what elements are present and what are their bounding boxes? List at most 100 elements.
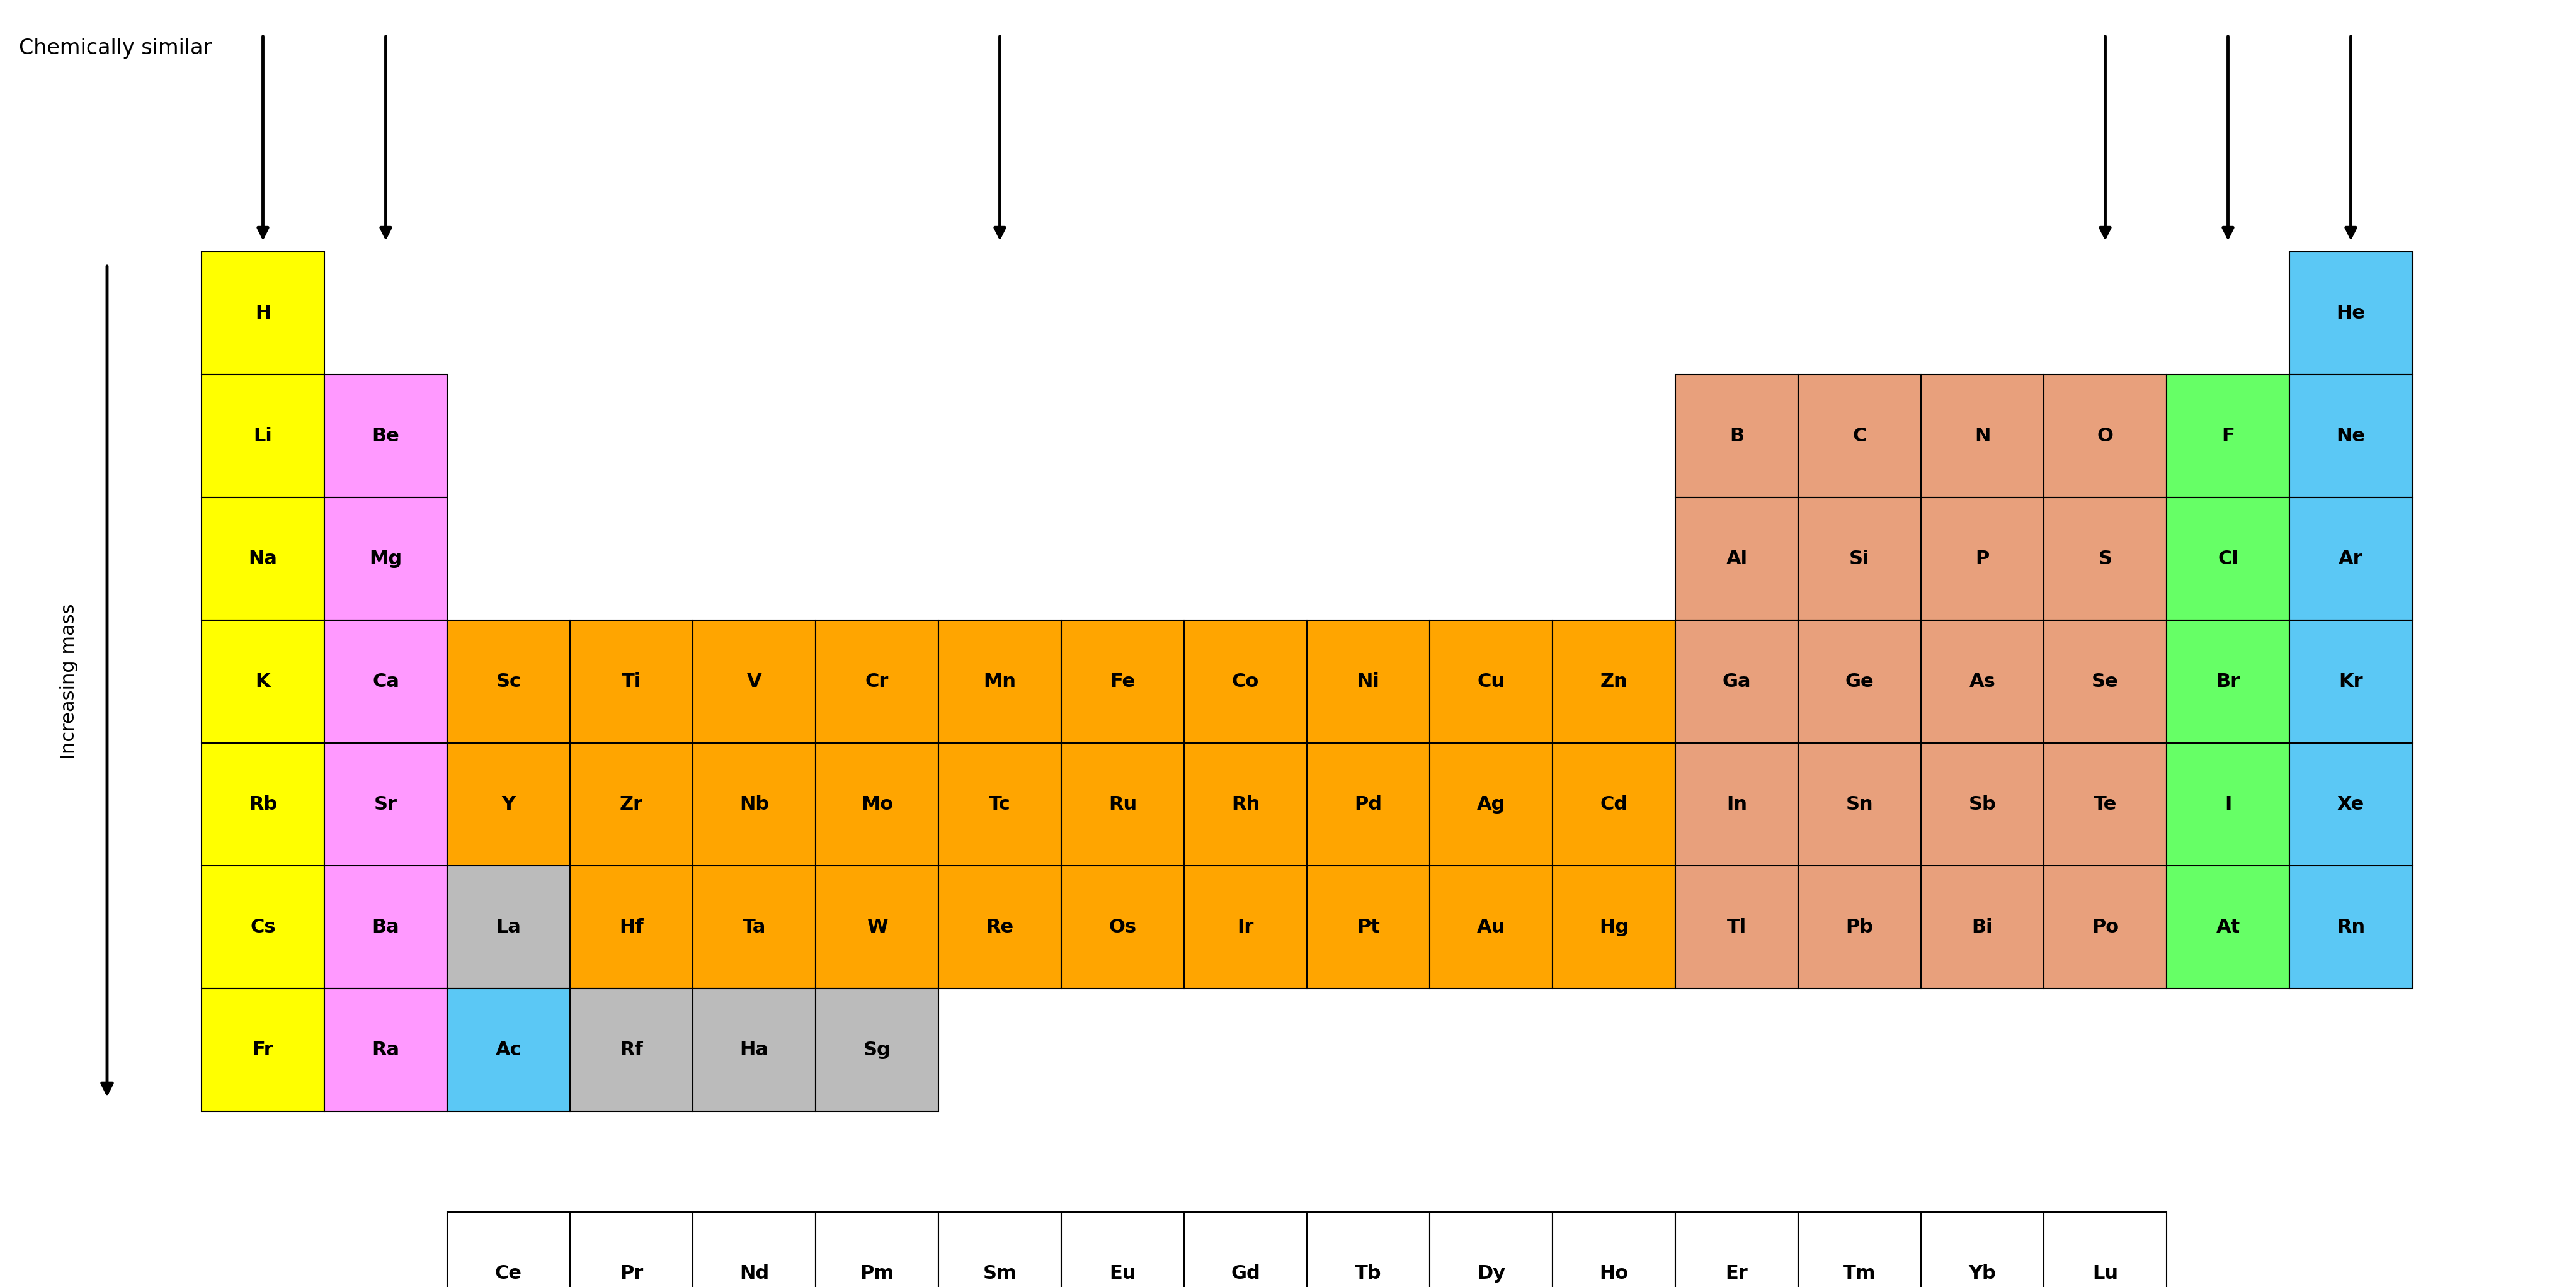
Bar: [325, 620, 448, 743]
Bar: [2290, 497, 2411, 620]
Bar: [201, 497, 325, 620]
Text: Au: Au: [1476, 918, 1504, 936]
Bar: [938, 620, 1061, 743]
Text: Ha: Ha: [739, 1041, 768, 1059]
Text: Sm: Sm: [984, 1264, 1018, 1283]
Text: Pt: Pt: [1358, 918, 1381, 936]
Text: He: He: [2336, 304, 2365, 322]
Text: Tm: Tm: [1842, 1264, 1875, 1283]
Bar: [2290, 620, 2411, 743]
Bar: [1798, 866, 1922, 988]
Text: Na: Na: [247, 550, 278, 568]
Text: Ga: Ga: [1723, 673, 1752, 691]
Bar: [569, 1212, 693, 1287]
Bar: [1798, 620, 1922, 743]
Text: Rf: Rf: [621, 1041, 644, 1059]
Bar: [1798, 497, 1922, 620]
Text: Chemically similar: Chemically similar: [18, 37, 211, 58]
Bar: [693, 743, 817, 866]
Bar: [1798, 375, 1922, 497]
Bar: [1674, 497, 1798, 620]
Text: Ne: Ne: [2336, 427, 2365, 445]
Bar: [693, 866, 817, 988]
Bar: [2043, 497, 2166, 620]
Bar: [569, 620, 693, 743]
Bar: [1430, 620, 1553, 743]
Bar: [325, 988, 448, 1112]
Bar: [448, 988, 569, 1112]
Text: Tl: Tl: [1726, 918, 1747, 936]
Text: Sb: Sb: [1968, 795, 1996, 813]
Text: Pm: Pm: [860, 1264, 894, 1283]
Bar: [1798, 1212, 1922, 1287]
Text: Tb: Tb: [1355, 1264, 1381, 1283]
Text: Br: Br: [2215, 673, 2241, 691]
Bar: [325, 497, 448, 620]
Bar: [201, 866, 325, 988]
Text: Ir: Ir: [1236, 918, 1255, 936]
Text: Bi: Bi: [1971, 918, 1994, 936]
Bar: [1061, 1212, 1185, 1287]
Text: Co: Co: [1231, 673, 1260, 691]
Text: Lu: Lu: [2092, 1264, 2117, 1283]
Text: Sr: Sr: [374, 795, 397, 813]
Bar: [1553, 866, 1674, 988]
Text: Li: Li: [252, 427, 273, 445]
Text: Rn: Rn: [2336, 918, 2365, 936]
Text: K: K: [255, 673, 270, 691]
Bar: [1674, 1212, 1798, 1287]
Text: Rb: Rb: [250, 795, 278, 813]
Text: Re: Re: [987, 918, 1015, 936]
Text: Se: Se: [2092, 673, 2117, 691]
Bar: [1922, 1212, 2043, 1287]
Bar: [1798, 743, 1922, 866]
Bar: [1922, 497, 2043, 620]
Text: Ar: Ar: [2339, 550, 2362, 568]
Bar: [2043, 620, 2166, 743]
Bar: [448, 866, 569, 988]
Text: Kr: Kr: [2339, 673, 2362, 691]
Bar: [693, 988, 817, 1112]
Text: B: B: [1728, 427, 1744, 445]
Text: Ba: Ba: [371, 918, 399, 936]
Text: Pb: Pb: [1847, 918, 1873, 936]
Text: Ti: Ti: [621, 673, 641, 691]
Text: Hf: Hf: [618, 918, 644, 936]
Bar: [2043, 1212, 2166, 1287]
Bar: [1306, 866, 1430, 988]
Bar: [693, 620, 817, 743]
Text: Pr: Pr: [621, 1264, 644, 1283]
Text: Pd: Pd: [1355, 795, 1383, 813]
Bar: [1185, 1212, 1306, 1287]
Bar: [2290, 743, 2411, 866]
Bar: [817, 866, 938, 988]
Bar: [2043, 375, 2166, 497]
Text: F: F: [2221, 427, 2233, 445]
Bar: [817, 743, 938, 866]
Bar: [2043, 866, 2166, 988]
Text: Yb: Yb: [1968, 1264, 1996, 1283]
Text: As: As: [1968, 673, 1996, 691]
Bar: [2290, 866, 2411, 988]
Bar: [1306, 620, 1430, 743]
Bar: [1430, 1212, 1553, 1287]
Text: Cs: Cs: [250, 918, 276, 936]
Text: Sn: Sn: [1847, 795, 1873, 813]
Bar: [325, 375, 448, 497]
Text: Ni: Ni: [1358, 673, 1381, 691]
Text: Po: Po: [2092, 918, 2120, 936]
Bar: [2166, 620, 2290, 743]
Bar: [2166, 497, 2290, 620]
Text: O: O: [2097, 427, 2112, 445]
Bar: [1674, 620, 1798, 743]
Text: Ge: Ge: [1844, 673, 1873, 691]
Bar: [569, 988, 693, 1112]
Text: C: C: [1852, 427, 1868, 445]
Text: Dy: Dy: [1476, 1264, 1504, 1283]
Text: Sg: Sg: [863, 1041, 891, 1059]
Bar: [693, 1212, 817, 1287]
Bar: [2290, 252, 2411, 375]
Text: V: V: [747, 673, 762, 691]
Bar: [1430, 866, 1553, 988]
Bar: [817, 1212, 938, 1287]
